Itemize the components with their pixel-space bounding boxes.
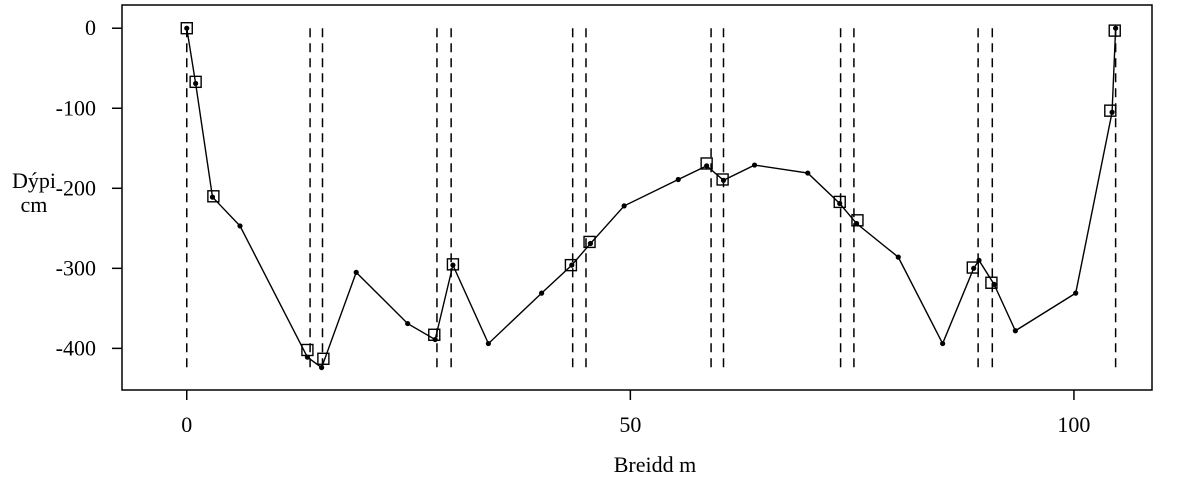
- point: [940, 340, 946, 347]
- point: [184, 25, 190, 31]
- point: [405, 320, 411, 327]
- square-marker: [716, 173, 729, 186]
- point: [991, 281, 997, 287]
- point: [1012, 328, 1018, 334]
- y-tick-label: -400: [56, 335, 96, 360]
- x-axis-label: Breidd m: [614, 452, 697, 477]
- point: [193, 80, 199, 87]
- point: [1113, 25, 1119, 31]
- square-marker: [180, 22, 193, 35]
- square-marker: [583, 235, 596, 249]
- x-tick-label: 50: [619, 412, 641, 437]
- point: [1109, 109, 1115, 115]
- y-tick-label: -100: [56, 95, 96, 120]
- point: [587, 240, 594, 247]
- point: [837, 200, 843, 207]
- point: [805, 170, 811, 176]
- point: [675, 176, 681, 183]
- x-tick-label: 0: [181, 412, 192, 437]
- square-marker: [966, 261, 979, 274]
- square-marker: [851, 214, 864, 227]
- square-marker: [985, 276, 998, 289]
- depth-line: [186, 28, 1117, 369]
- point: [485, 340, 491, 347]
- point: [621, 203, 627, 209]
- square-marker: [189, 75, 202, 89]
- point: [569, 262, 575, 268]
- point: [450, 262, 456, 268]
- point: [971, 265, 977, 271]
- point: [237, 223, 243, 229]
- x-tick-label: 100: [1057, 412, 1090, 437]
- point: [895, 254, 901, 260]
- square-marker: [833, 195, 846, 209]
- square-marker: [1104, 104, 1117, 117]
- point: [704, 163, 710, 169]
- square-marker: [317, 352, 330, 365]
- square-marker: [700, 157, 713, 170]
- y-axis-label: Dýpi: [12, 168, 56, 193]
- plot-frame: [121, 4, 1153, 391]
- square-marker: [301, 343, 314, 357]
- square-marker: [446, 258, 460, 271]
- y-axis-label: cm: [21, 192, 48, 217]
- point: [319, 364, 325, 371]
- point: [751, 162, 758, 168]
- y-tick-label: -300: [56, 255, 96, 280]
- point: [853, 220, 860, 227]
- point: [353, 269, 359, 275]
- square-marker: [564, 258, 578, 272]
- point: [209, 194, 216, 200]
- point: [720, 177, 727, 183]
- y-tick-label: 0: [85, 15, 96, 40]
- square-marker: [207, 190, 220, 203]
- square-marker: [428, 328, 441, 341]
- point: [1073, 290, 1079, 296]
- point: [539, 290, 545, 296]
- square-marker: [1108, 24, 1121, 37]
- y-tick-label: -200: [56, 175, 96, 200]
